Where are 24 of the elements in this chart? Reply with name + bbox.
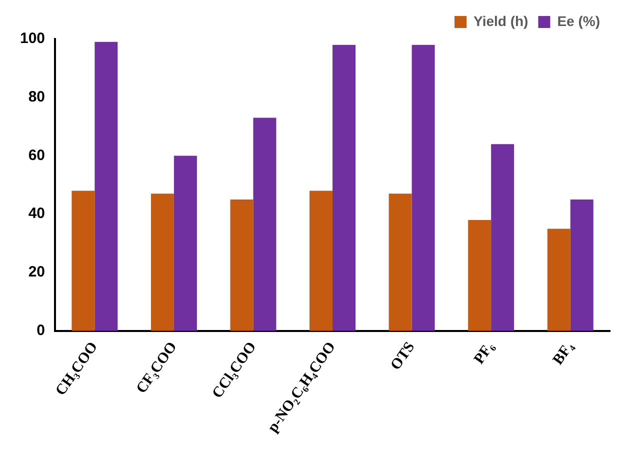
bar <box>332 44 356 331</box>
bar <box>547 228 570 331</box>
bar <box>230 200 254 331</box>
x-tick-label: BF₄ <box>550 338 578 368</box>
y-tick-label: 100 <box>20 30 46 48</box>
bar <box>491 144 514 331</box>
y-tick-label: 80 <box>28 88 46 106</box>
bar <box>310 190 333 331</box>
legend-label: Yield (h) <box>474 12 528 29</box>
bar <box>94 42 118 331</box>
x-tick-label: PF₆ <box>471 338 498 368</box>
bar <box>72 190 95 331</box>
bar <box>150 194 174 331</box>
bar <box>253 118 276 331</box>
y-tick-label: 0 <box>36 322 46 339</box>
bar <box>570 200 594 331</box>
bar <box>412 44 435 331</box>
legend-label: Ee (%) <box>557 12 600 29</box>
y-tick-label: 60 <box>28 146 46 164</box>
bar <box>174 156 197 331</box>
bar <box>388 194 412 331</box>
bar <box>468 220 492 331</box>
y-tick-label: 20 <box>28 264 46 281</box>
y-tick-label: 40 <box>28 205 46 222</box>
